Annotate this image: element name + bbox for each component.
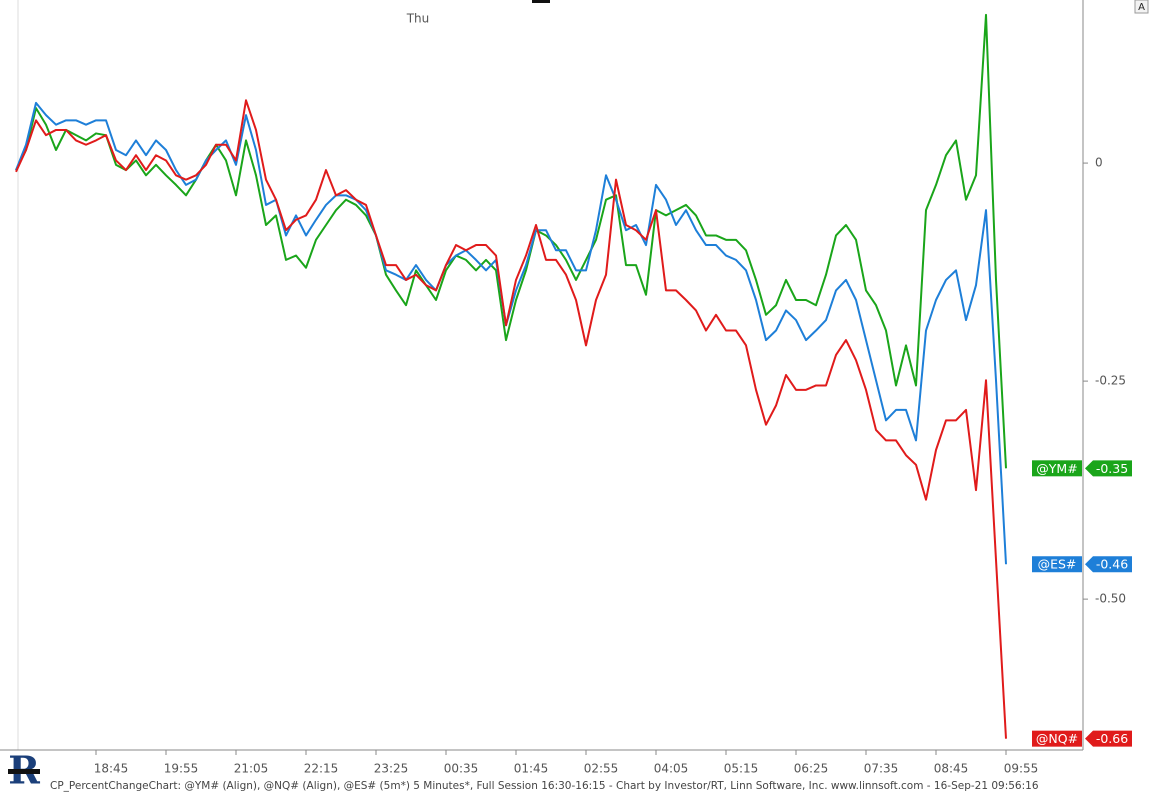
day-label: Thu xyxy=(406,12,430,26)
logo-band xyxy=(8,769,40,774)
toolbar-button[interactable] xyxy=(1134,0,1149,14)
toolbar-button-label[interactable]: A xyxy=(1138,2,1145,13)
x-tick-label: 06:25 xyxy=(794,762,829,776)
x-tick-label: 04:05 xyxy=(654,762,689,776)
x-tick-label: 08:45 xyxy=(934,762,969,776)
y-tick-label: 0 xyxy=(1095,156,1103,170)
series-tag xyxy=(1032,730,1082,747)
x-tick-label: 09:55 xyxy=(1004,762,1039,776)
series-tag-value: -0.35 xyxy=(1096,461,1128,476)
series-tag-value-box xyxy=(1085,730,1132,747)
series-tag-value: -0.46 xyxy=(1096,557,1128,572)
x-tick-label: 05:15 xyxy=(724,762,759,776)
logo: R xyxy=(2,748,46,793)
x-tick-label: 22:15 xyxy=(304,762,339,776)
series-tag-value: -0.66 xyxy=(1096,731,1128,746)
series-tag-name: @NQ# xyxy=(1036,731,1078,746)
status-caption: CP_PercentChangeChart: @YM# (Align), @NQ… xyxy=(50,780,1039,792)
x-tick-label: 18:45 xyxy=(94,762,129,776)
x-tick-label: 00:35 xyxy=(444,762,479,776)
x-tick-label: 19:55 xyxy=(164,762,199,776)
series-tag-value-box xyxy=(1085,556,1132,573)
series-tag-name: @YM# xyxy=(1036,461,1077,476)
y-tick-label: -0.50 xyxy=(1095,592,1126,606)
series-tag-name: @ES# xyxy=(1038,557,1077,572)
x-tick-label: 21:05 xyxy=(234,762,269,776)
series-tag xyxy=(1032,460,1082,477)
series-tag xyxy=(1032,556,1082,573)
series-line xyxy=(15,99,1007,739)
series-tag-value-box xyxy=(1085,460,1132,477)
x-tick-label: 01:45 xyxy=(514,762,549,776)
x-tick-label: 07:35 xyxy=(864,762,899,776)
x-tick-label: 02:55 xyxy=(584,762,619,776)
y-tick-label: -0.25 xyxy=(1095,374,1126,388)
series-line xyxy=(15,13,1007,469)
x-tick-label: 23:25 xyxy=(374,762,409,776)
cursor-marker xyxy=(532,0,550,3)
